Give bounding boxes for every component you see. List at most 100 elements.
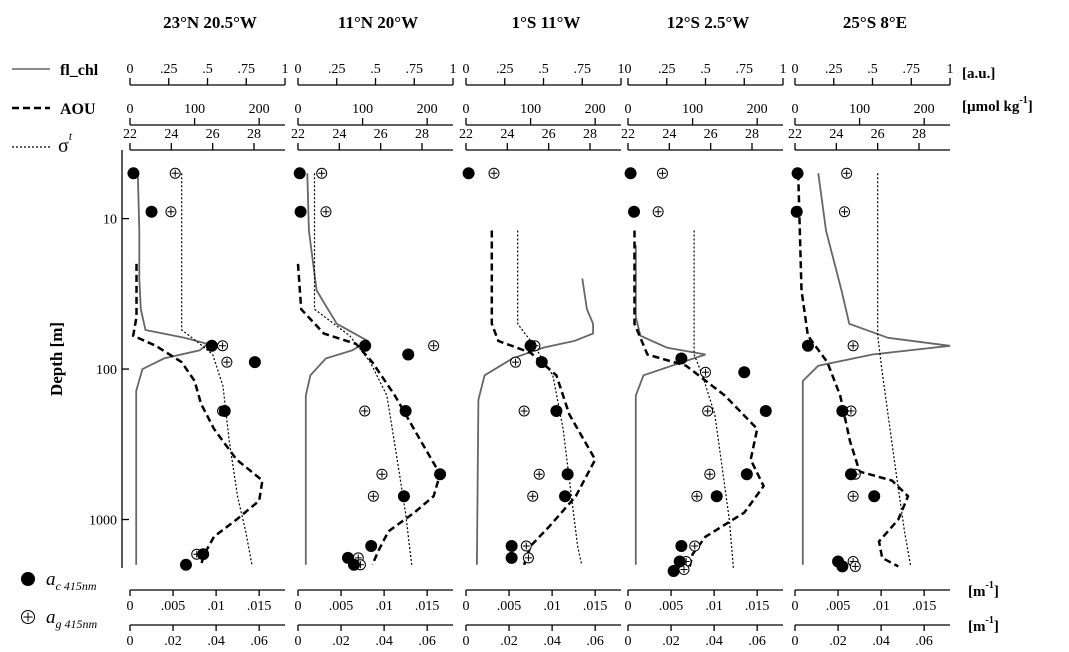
ag-legend-plus bbox=[23, 612, 33, 622]
ac-415-marker bbox=[675, 540, 688, 553]
aou-unit-sup: -1 bbox=[1019, 95, 1027, 106]
top-tick-label: 28 bbox=[912, 127, 926, 142]
ag-legend-label: ag 415nm bbox=[46, 607, 98, 631]
sigma-t-profile bbox=[877, 173, 912, 567]
ag-415-marker bbox=[359, 405, 371, 417]
bottom-unit-end: ] bbox=[994, 584, 999, 600]
ac-415-marker bbox=[397, 490, 410, 503]
ag-415-marker bbox=[702, 405, 714, 417]
bottom-tick-label: 0 bbox=[463, 599, 470, 614]
top-tick-label: 100 bbox=[184, 102, 205, 117]
ag-415-marker bbox=[221, 356, 233, 368]
ac-415-marker bbox=[628, 205, 641, 218]
ac-415-marker bbox=[561, 468, 574, 481]
ag-415-plus bbox=[841, 208, 849, 216]
bottom-tick-label: .01 bbox=[705, 599, 723, 614]
ag-415-plus bbox=[851, 562, 859, 570]
ac-415-marker bbox=[505, 551, 518, 564]
ag-415-marker bbox=[700, 366, 711, 378]
ag-415-plus bbox=[524, 554, 532, 562]
fl-chl-profile bbox=[476, 278, 594, 565]
bottom-tick-label: 0 bbox=[625, 599, 632, 614]
bottom-tick-label: .015 bbox=[912, 599, 937, 614]
ac-415-marker bbox=[462, 167, 475, 180]
ac-415-marker bbox=[218, 405, 231, 418]
ac-415-marker bbox=[197, 548, 210, 561]
sigma-symbol: σ bbox=[58, 135, 69, 157]
ag-415-plus bbox=[322, 208, 330, 216]
top-tick-label: 200 bbox=[249, 102, 270, 117]
depth-tick-label: 100 bbox=[96, 363, 117, 378]
ag-415-plus bbox=[680, 566, 688, 574]
panels bbox=[127, 167, 951, 578]
ac-legend-label: ac 415nm bbox=[46, 569, 97, 593]
top-tick-label: 0 bbox=[792, 102, 799, 117]
top-tick-label: .75 bbox=[574, 62, 592, 77]
ac-legend-marker bbox=[21, 572, 35, 586]
top-tick-label: 22 bbox=[459, 127, 473, 142]
ag-415-marker bbox=[652, 206, 664, 218]
bottom-tick-label: .005 bbox=[659, 599, 684, 614]
top-tick-label: 0 bbox=[127, 102, 134, 117]
ag-415-plus bbox=[658, 169, 666, 177]
ac-415-marker bbox=[347, 558, 360, 571]
top-tick-label: 28 bbox=[247, 127, 261, 142]
ag-415-plus bbox=[849, 342, 857, 350]
ag-415-plus bbox=[167, 208, 175, 216]
top-tick-label: .75 bbox=[736, 62, 754, 77]
bottom-unit-main: [m bbox=[968, 584, 986, 600]
top-tick-label: .5 bbox=[700, 62, 711, 77]
top-tick-label: .5 bbox=[370, 62, 381, 77]
top-tick-label: .75 bbox=[406, 62, 424, 77]
ac-415-marker bbox=[836, 560, 849, 573]
ac-415-marker bbox=[205, 339, 218, 352]
top-tick-label: .25 bbox=[496, 62, 514, 77]
ac-415-marker bbox=[738, 366, 751, 379]
ac-415-marker bbox=[667, 565, 680, 578]
depth-axis-title: Depth [m] bbox=[47, 322, 66, 396]
ag-415-plus bbox=[529, 492, 537, 500]
ac-legend-sub: c 415nm bbox=[56, 579, 97, 593]
top-tick-label: 100 bbox=[849, 102, 870, 117]
ac-415-marker bbox=[836, 405, 849, 418]
top-tick-label: 24 bbox=[829, 127, 843, 142]
ag-415-marker bbox=[841, 167, 853, 179]
ag-415-plus bbox=[369, 492, 377, 500]
top-tick-label: 200 bbox=[417, 102, 438, 117]
bottom-tick-label: .005 bbox=[826, 599, 851, 614]
top-tick-label: 26 bbox=[704, 127, 718, 142]
ag-415-plus bbox=[691, 542, 699, 550]
ac-415-marker bbox=[293, 167, 306, 180]
depth-tick-label: 10 bbox=[103, 213, 117, 228]
top-tick-label: 22 bbox=[123, 127, 137, 142]
aou-profile bbox=[296, 263, 442, 566]
legend: fl_chl AOU σt bbox=[12, 62, 99, 157]
aou-unit-end: ] bbox=[1028, 99, 1033, 115]
bottom-tick-label: .015 bbox=[247, 599, 272, 614]
top-tick-label: .25 bbox=[328, 62, 346, 77]
aou-unit-main: [µmol kg bbox=[962, 99, 1020, 115]
bottom-tick-label: .04 bbox=[375, 634, 393, 649]
bottom-tick-label: .01 bbox=[375, 599, 393, 614]
ac-415-marker bbox=[790, 205, 803, 218]
aou-profile bbox=[633, 230, 766, 569]
ag-415-plus bbox=[702, 368, 709, 376]
sigma-legend-label: σt bbox=[58, 129, 73, 157]
top-tick-label: 0 bbox=[295, 62, 302, 77]
top-tick-label: 100 bbox=[682, 102, 703, 117]
ac-415-marker bbox=[759, 405, 772, 418]
bottom-tick-label: .06 bbox=[748, 634, 766, 649]
top-tick-label: 200 bbox=[914, 102, 935, 117]
sigma-sup: t bbox=[69, 129, 73, 143]
bottom-tick-label: .02 bbox=[332, 634, 350, 649]
bottom-unit-main: [m bbox=[968, 619, 986, 635]
top-tick-label: .25 bbox=[658, 62, 676, 77]
top-tick-label: 24 bbox=[164, 127, 178, 142]
ag-415-marker bbox=[849, 560, 861, 572]
top-axes: 0.25.5.75 1 0.25.5.75 1 0.25.5.75 1 0.25.5.75 1… bbox=[123, 62, 1033, 151]
ac-415-marker bbox=[127, 167, 140, 180]
ac-415-marker bbox=[710, 490, 723, 503]
top-tick-label: 0 bbox=[625, 102, 632, 117]
bottom-tick-label: .015 bbox=[745, 599, 770, 614]
